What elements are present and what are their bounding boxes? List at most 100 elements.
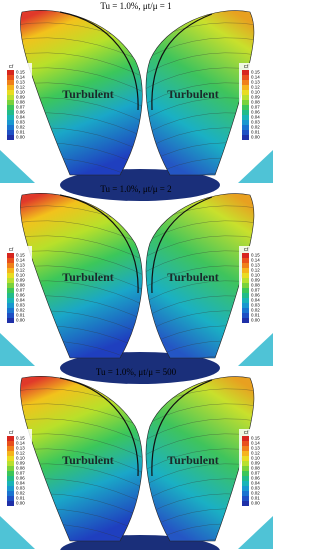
colorbar-swatch: [242, 125, 249, 130]
colorbar-tick: 0.02: [251, 491, 260, 496]
corner-left: [0, 333, 35, 366]
colorbar-tick: 0.15: [251, 70, 260, 75]
hub: [60, 169, 220, 201]
colorbar-swatch: [7, 496, 14, 501]
colorbar-swatch: [242, 501, 249, 506]
colorbar-swatch: [242, 308, 249, 313]
colorbar-tick: 0.01: [16, 313, 25, 318]
colorbar-title: Cf: [9, 430, 14, 435]
colorbar-tick: 0.13: [16, 446, 25, 451]
colorbar-tick: 0.04: [251, 115, 260, 120]
colorbar-tick: 0.01: [251, 313, 260, 318]
colorbar-tick: 0.10: [251, 273, 260, 278]
colorbar-swatch: [242, 298, 249, 303]
colorbar-swatch: [242, 135, 249, 140]
colorbar-tick: 0.13: [251, 446, 260, 451]
colorbar-swatch: [242, 471, 249, 476]
colorbar-tick: 0.03: [251, 486, 260, 491]
colorbar: Cf0.150.140.130.120.100.090.080.070.060.…: [239, 429, 267, 509]
colorbar-swatch: [7, 95, 14, 100]
colorbar-tick: 0.04: [16, 115, 25, 120]
colorbar-swatch: [7, 308, 14, 313]
colorbar-swatch: [242, 253, 249, 258]
colorbar-swatch: [242, 451, 249, 456]
colorbar-tick: 0.12: [251, 85, 260, 90]
panel-title: Tu = 1.0%, μt/μ = 500: [96, 367, 177, 377]
colorbar-tick: 0.07: [251, 105, 260, 110]
colorbar-swatch: [7, 436, 14, 441]
colorbar-tick: 0.09: [16, 461, 25, 466]
colorbar-tick: 0.07: [251, 288, 260, 293]
colorbar-tick: 0.14: [251, 75, 260, 80]
colorbar-tick: 0.14: [16, 441, 25, 446]
colorbar-tick: 0.04: [251, 298, 260, 303]
colorbar-tick: 0.06: [16, 110, 25, 115]
colorbar-swatch: [7, 481, 14, 486]
colorbar-tick: 0.08: [251, 283, 260, 288]
region-label: Turbulent: [167, 453, 219, 467]
colorbar-tick: 0.00: [251, 501, 260, 506]
colorbar-tick: 0.12: [16, 85, 25, 90]
colorbar-tick: 0.02: [16, 308, 25, 313]
colorbar-swatch: [242, 75, 249, 80]
colorbar-tick: 0.00: [251, 318, 260, 323]
colorbar-tick: 0.02: [251, 125, 260, 130]
colorbar-swatch: [7, 501, 14, 506]
colorbar-swatch: [7, 263, 14, 268]
colorbar-tick: 0.15: [16, 436, 25, 441]
colorbar-tick: 0.13: [251, 263, 260, 268]
colorbar-tick: 0.03: [16, 486, 25, 491]
colorbar-swatch: [242, 268, 249, 273]
corner-left: [0, 150, 35, 183]
colorbar: Cf0.150.140.130.120.100.090.080.070.060.…: [239, 246, 267, 326]
colorbar-tick: 0.09: [251, 95, 260, 100]
colorbar-swatch: [7, 80, 14, 85]
colorbar-swatch: [242, 436, 249, 441]
colorbar-tick: 0.10: [16, 90, 25, 95]
colorbar-swatch: [7, 125, 14, 130]
colorbar-tick: 0.14: [251, 441, 260, 446]
colorbar-tick: 0.13: [251, 80, 260, 85]
colorbar-swatch: [242, 100, 249, 105]
colorbar-swatch: [242, 446, 249, 451]
streamline: [146, 418, 254, 447]
colorbar-swatch: [242, 263, 249, 268]
corner-right: [238, 150, 273, 183]
colorbar-title: Cf: [244, 430, 249, 435]
streamline: [146, 52, 254, 81]
streamline: [20, 418, 143, 447]
region-label: Turbulent: [62, 87, 114, 101]
colorbar-tick: 0.04: [251, 481, 260, 486]
colorbar-tick: 0.09: [16, 278, 25, 283]
colorbar-tick: 0.15: [16, 70, 25, 75]
colorbar-tick: 0.01: [251, 130, 260, 135]
colorbar-swatch: [7, 298, 14, 303]
colorbar-tick: 0.14: [251, 258, 260, 263]
colorbar-tick: 0.00: [16, 501, 25, 506]
colorbar-swatch: [242, 278, 249, 283]
colorbar-swatch: [7, 273, 14, 278]
colorbar-swatch: [242, 481, 249, 486]
colorbar-swatch: [242, 476, 249, 481]
colorbar-tick: 0.06: [251, 476, 260, 481]
colorbar-swatch: [242, 318, 249, 323]
colorbar-tick: 0.01: [251, 496, 260, 501]
colorbar-swatch: [7, 451, 14, 456]
colorbar-tick: 0.03: [251, 303, 260, 308]
panel-title: Tu = 1.0%, μt/μ = 2: [100, 184, 171, 194]
colorbar-swatch: [242, 105, 249, 110]
colorbar-swatch: [7, 258, 14, 263]
colorbar-tick: 0.01: [16, 496, 25, 501]
colorbar-swatch: [242, 491, 249, 496]
colorbar-swatch: [242, 273, 249, 278]
colorbar-tick: 0.15: [251, 436, 260, 441]
colorbar-tick: 0.14: [16, 75, 25, 80]
colorbar-swatch: [7, 75, 14, 80]
colorbar-tick: 0.12: [16, 451, 25, 456]
transition-line: [151, 379, 213, 477]
region-label: Turbulent: [62, 453, 114, 467]
colorbar-swatch: [242, 283, 249, 288]
